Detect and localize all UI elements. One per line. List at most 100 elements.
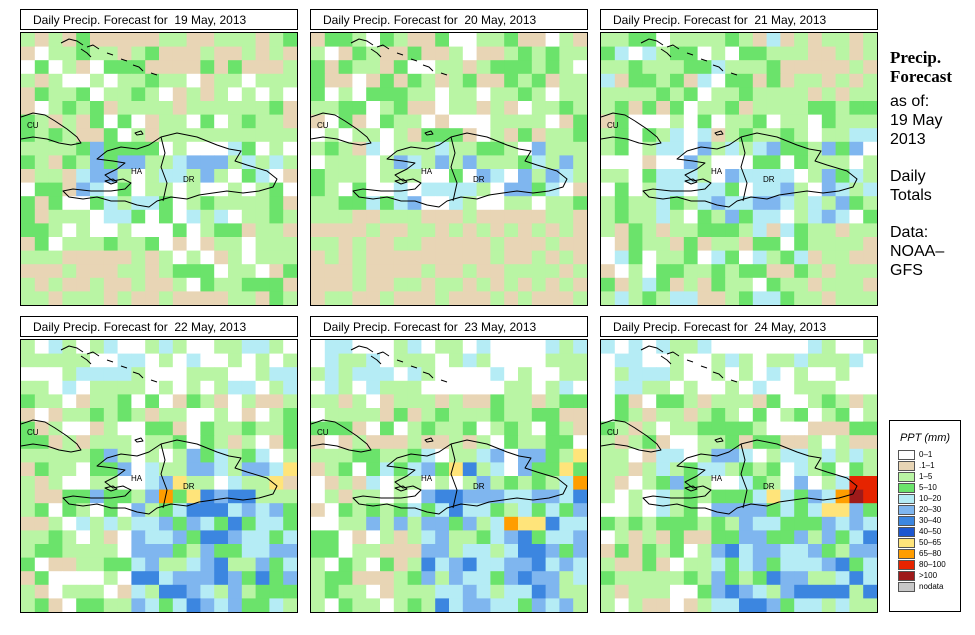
precip-cell — [48, 291, 63, 305]
precip-cell — [407, 196, 422, 211]
precip-cell — [90, 264, 105, 279]
precip-cell — [670, 250, 685, 265]
precip-cell — [200, 598, 215, 612]
precip-cell — [228, 421, 243, 436]
precip-cell — [531, 448, 546, 463]
precip-cell — [241, 114, 256, 129]
precip-cell — [90, 380, 105, 395]
precip-cell — [725, 46, 740, 61]
precip-cell — [21, 209, 36, 224]
precip-cell — [766, 503, 781, 518]
precip-cell — [214, 516, 229, 531]
precip-cell — [228, 408, 243, 422]
precip-cell — [863, 476, 877, 490]
precip-cell — [34, 209, 49, 224]
precip-cell — [808, 60, 823, 75]
precip-cell — [435, 448, 450, 463]
precip-cell — [48, 196, 63, 211]
precip-cell — [614, 544, 629, 558]
precip-cell — [48, 448, 63, 463]
precip-cell — [697, 46, 712, 61]
precip-cell — [21, 340, 36, 354]
precip-cell — [601, 128, 616, 143]
gonave-island — [104, 485, 118, 492]
precip-cell — [145, 237, 160, 251]
precip-cell — [670, 87, 685, 102]
precip-cell — [697, 584, 712, 599]
precip-cell — [172, 340, 187, 354]
precip-cell — [614, 367, 629, 382]
haiti-label: HA — [711, 167, 723, 176]
precip-cell — [683, 340, 698, 354]
precip-cell — [352, 571, 367, 586]
precip-cell — [62, 250, 77, 265]
precip-cell — [531, 101, 546, 115]
precip-cell — [504, 155, 519, 170]
precip-cell — [62, 367, 77, 382]
precip-cell — [449, 598, 464, 612]
precip-cell — [518, 462, 533, 477]
precip-cell — [697, 448, 712, 463]
precip-cell — [269, 264, 284, 279]
precip-cell — [255, 196, 270, 211]
precip-cell — [794, 448, 809, 463]
precip-cell — [324, 353, 339, 368]
precip-cell — [380, 598, 395, 612]
precip-cell — [711, 114, 726, 129]
precip-cell — [228, 182, 243, 197]
precip-cell — [90, 114, 105, 129]
precip-cell — [435, 353, 450, 368]
precip-cell — [656, 367, 671, 382]
precip-cell — [697, 60, 712, 75]
precip-cell — [545, 223, 560, 238]
bahamas-islands — [60, 345, 158, 383]
precip-cell — [656, 584, 671, 599]
precip-cell — [255, 46, 270, 61]
precip-cell — [269, 33, 284, 47]
precip-cell — [172, 73, 187, 88]
precip-cell — [752, 209, 767, 224]
legend-swatch — [898, 581, 915, 592]
precip-cell — [90, 87, 105, 102]
precip-cell — [725, 169, 740, 183]
precip-cell — [421, 380, 436, 395]
precip-cell — [407, 571, 422, 586]
precip-cell — [849, 196, 864, 211]
precip-cell — [711, 408, 726, 422]
precip-cell — [628, 209, 643, 224]
precip-cell — [794, 557, 809, 572]
precip-cell — [241, 571, 256, 586]
precip-cell — [90, 291, 105, 305]
precip-cell — [821, 584, 836, 599]
legend-swatch — [898, 449, 915, 460]
precip-cell — [794, 209, 809, 224]
precip-cell — [324, 584, 339, 599]
precip-cell — [117, 367, 132, 382]
precip-cell — [214, 33, 229, 47]
precip-cell — [504, 340, 519, 354]
precip-cell — [545, 33, 560, 47]
precip-cell — [34, 196, 49, 211]
precip-cell — [186, 155, 201, 170]
precip-cell — [545, 264, 560, 279]
precip-cell — [103, 394, 118, 409]
precip-cell — [186, 476, 201, 490]
precip-cell — [435, 114, 450, 129]
precip-cell — [380, 128, 395, 143]
precip-cell — [283, 155, 297, 170]
precip-cell — [283, 101, 297, 115]
precip-cell — [228, 598, 243, 612]
precip-cell — [449, 367, 464, 382]
precip-cell — [186, 380, 201, 395]
precip-cell — [145, 435, 160, 450]
precip-cell — [863, 33, 877, 47]
precip-cell — [393, 462, 408, 477]
precip-cell — [835, 503, 850, 518]
precip-cell — [228, 516, 243, 531]
precip-cell — [103, 448, 118, 463]
precip-cell — [48, 503, 63, 518]
precip-cell — [656, 155, 671, 170]
precip-cell — [117, 448, 132, 463]
precip-cell — [380, 380, 395, 395]
precip-cell — [76, 408, 91, 422]
